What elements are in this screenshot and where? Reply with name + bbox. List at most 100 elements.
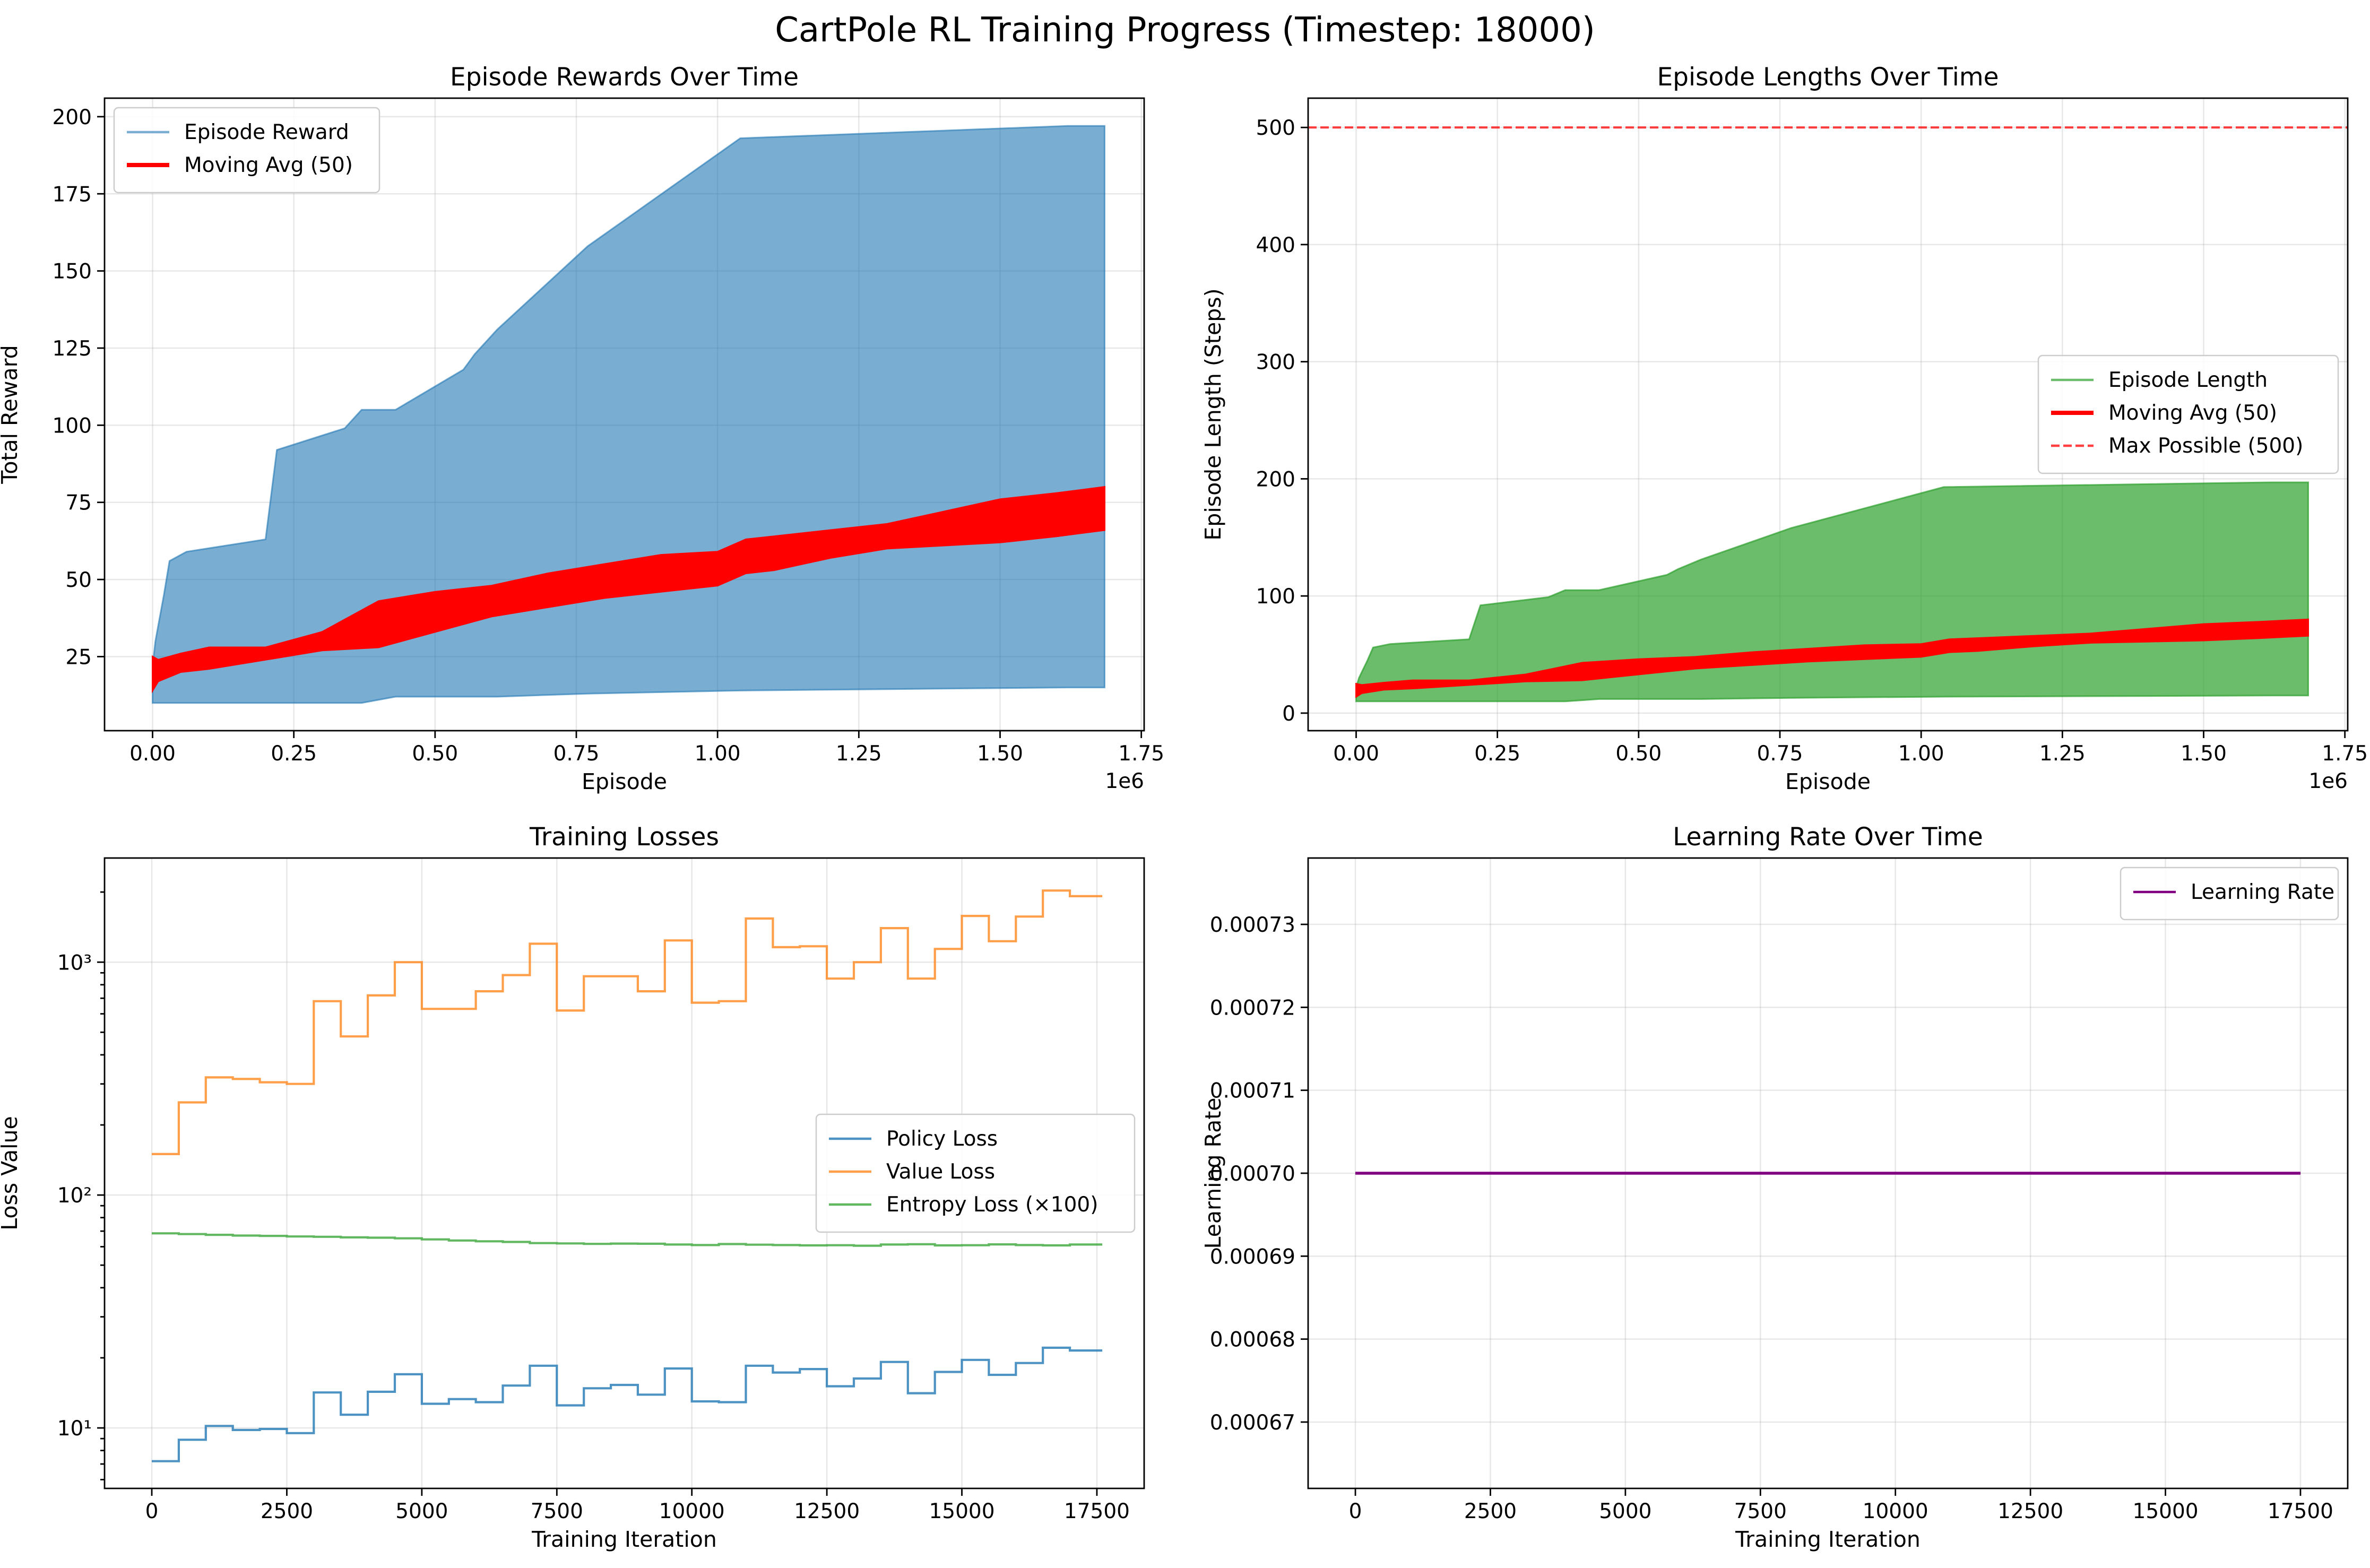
x-tick-label: 5000 <box>1599 1500 1651 1523</box>
legend-label: Max Possible (500) <box>2108 434 2303 458</box>
series-moving-avg-50 <box>152 486 1105 694</box>
legend-label: Entropy Loss (×100) <box>886 1193 1098 1217</box>
x-tick-label: 17500 <box>2268 1500 2333 1523</box>
y-tick-label: 500 <box>1256 116 1295 140</box>
legend: Episode Reward Moving Avg (50) <box>113 107 380 194</box>
x-tick-label: 0 <box>1349 1500 1362 1523</box>
y-tick-label: 25 <box>65 645 92 669</box>
x-tick-label: 0 <box>145 1500 159 1523</box>
x-tick-label: 1.25 <box>836 742 882 766</box>
axes-frame <box>1307 97 2349 732</box>
series-moving-avg-50 <box>1355 618 2309 698</box>
x-tick-label: 15000 <box>929 1500 994 1523</box>
x-offset-label: 1e6 <box>1105 769 1144 793</box>
x-tick-label: 12500 <box>1997 1500 2063 1523</box>
series-policy-loss <box>152 1346 1103 1462</box>
axes-frame <box>103 97 1145 732</box>
legend-label: Episode Length <box>2108 368 2268 392</box>
x-axis-label: Episode <box>1785 769 1871 794</box>
y-axis-label: Learning Rate <box>1200 1097 1226 1249</box>
y-tick-label: 100 <box>1256 585 1295 609</box>
y-tick-label: 200 <box>53 106 92 129</box>
x-tick-label: 1.00 <box>695 742 741 766</box>
panel-lr: 0 2500 5000 7500 10000 12500 15000 17500 0.00067… <box>1200 822 2349 1552</box>
x-tick-label: 2500 <box>1464 1500 1517 1523</box>
x-tick-label: 1.50 <box>2181 742 2227 766</box>
y-tick-label: 75 <box>65 491 92 515</box>
y-tick-label: 0.00071 <box>1210 1079 1295 1103</box>
legend-box <box>113 107 380 194</box>
y-tick-label: 0.00072 <box>1210 996 1295 1020</box>
legend: Policy Loss Value Loss Entropy Loss (×100) <box>815 1113 1136 1233</box>
series-episode-length <box>1355 481 2309 703</box>
panel-losses: 0 2500 5000 7500 10000 12500 15000 17500 10¹ 10² 1… <box>0 822 1145 1552</box>
panel-title: Training Losses <box>529 822 719 852</box>
x-tick-label: 7500 <box>531 1500 583 1523</box>
x-offset-label: 1e6 <box>2308 769 2348 793</box>
x-tick-label: 17500 <box>1064 1500 1130 1523</box>
y-axis-label: Loss Value <box>0 1116 22 1231</box>
x-tick-label: 1.75 <box>1118 742 1164 766</box>
x-tick-label: 10000 <box>659 1500 725 1523</box>
y-tick-label: 0 <box>1282 702 1295 726</box>
legend: Episode Length Moving Avg (50) Max Possibl… <box>2037 354 2339 474</box>
y-tick-label: 50 <box>65 568 92 592</box>
x-tick-label: 0.00 <box>129 742 176 766</box>
series-episode-reward <box>152 125 1105 704</box>
y-tick-label: 0.00067 <box>1210 1411 1295 1435</box>
y-tick-label: 10¹ <box>57 1417 92 1441</box>
plot-area <box>152 125 1105 704</box>
y-axis-label: Total Reward <box>0 345 22 484</box>
panel-lengths: 0.00 0.25 0.50 0.75 1.00 1.25 1.50 1.75 0 100 200 3… <box>1200 63 2368 794</box>
legend-label: Moving Avg (50) <box>2108 401 2277 425</box>
x-tick-label: 2500 <box>261 1500 313 1523</box>
legend: Learning Rate <box>2120 867 2339 921</box>
y-axis-label: Episode Length (Steps) <box>1200 288 1226 540</box>
y-tick-label: 10³ <box>57 951 92 975</box>
legend-label: Learning Rate <box>2191 880 2334 904</box>
axes-frame <box>103 857 1145 1489</box>
y-tick-label: 10² <box>57 1184 92 1208</box>
series-entropy-loss-100 <box>152 1232 1103 1247</box>
x-tick-label: 5000 <box>395 1500 448 1523</box>
x-tick-label: 0.75 <box>553 742 600 766</box>
legend-label: Value Loss <box>886 1160 995 1184</box>
panel-rewards: 0.00 0.25 0.50 0.75 1.00 1.25 1.50 1.75 25 50 75 10… <box>0 63 1164 794</box>
x-tick-label: 12500 <box>794 1500 860 1523</box>
plot-area <box>152 889 1103 1462</box>
x-tick-label: 1.25 <box>2039 742 2086 766</box>
y-tick-label: 150 <box>53 260 92 284</box>
x-axis-label: Training Iteration <box>1735 1527 1921 1552</box>
legend-box <box>2120 867 2339 921</box>
x-tick-label: 10000 <box>1863 1500 1928 1523</box>
y-tick-label: 0.00073 <box>1210 913 1295 937</box>
x-tick-label: 0.50 <box>1615 742 1662 766</box>
legend-label: Episode Reward <box>184 120 349 144</box>
x-tick-label: 1.00 <box>1898 742 1944 766</box>
y-tick-label: 0.00070 <box>1210 1162 1295 1186</box>
x-tick-label: 1.75 <box>2322 742 2368 766</box>
x-axis-label: Episode <box>582 769 667 794</box>
y-tick-label: 200 <box>1256 467 1295 491</box>
x-tick-label: 0.00 <box>1333 742 1379 766</box>
x-tick-label: 0.75 <box>1757 742 1803 766</box>
legend-label: Moving Avg (50) <box>184 153 353 177</box>
series-value-loss <box>152 889 1103 1155</box>
x-tick-label: 15000 <box>2133 1500 2199 1523</box>
x-tick-label: 7500 <box>1734 1500 1787 1523</box>
x-tick-label: 0.25 <box>271 742 317 766</box>
legend-box <box>815 1113 1136 1233</box>
x-tick-label: 1.50 <box>977 742 1023 766</box>
legend-label: Policy Loss <box>886 1127 998 1151</box>
plot-area <box>1308 126 2348 703</box>
y-tick-label: 175 <box>53 183 92 206</box>
y-tick-label: 0.00069 <box>1210 1245 1295 1269</box>
figure-title: CartPole RL Training Progress (Timestep:… <box>775 11 1595 50</box>
y-tick-label: 400 <box>1256 233 1295 257</box>
panel-title: Learning Rate Over Time <box>1673 822 1983 852</box>
y-tick-label: 0.00068 <box>1210 1328 1295 1352</box>
panel-title: Episode Rewards Over Time <box>450 63 799 92</box>
y-tick-label: 100 <box>53 414 92 438</box>
